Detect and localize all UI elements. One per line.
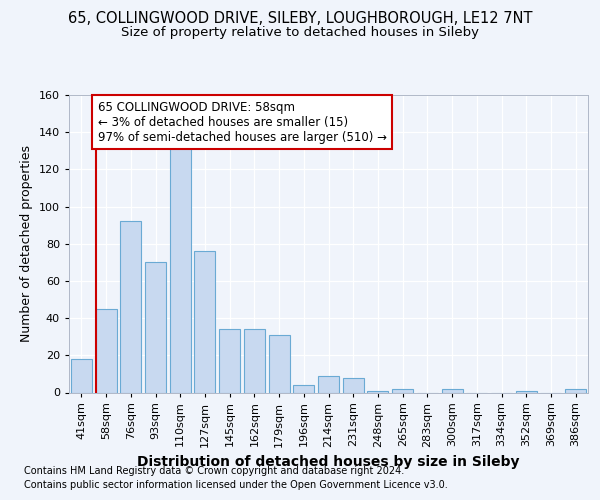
X-axis label: Distribution of detached houses by size in Sileby: Distribution of detached houses by size … (137, 455, 520, 469)
Bar (318, 376, 339, 392)
Bar (565, 389, 586, 392)
Bar (145, 262, 166, 392)
Bar (367, 390, 388, 392)
Bar (293, 385, 314, 392)
Bar (244, 330, 265, 392)
Bar (343, 378, 364, 392)
Text: Size of property relative to detached houses in Sileby: Size of property relative to detached ho… (121, 26, 479, 39)
Bar (194, 251, 215, 392)
Bar (219, 330, 240, 392)
Text: Contains HM Land Registry data © Crown copyright and database right 2024.: Contains HM Land Registry data © Crown c… (24, 466, 404, 476)
Bar (170, 145, 191, 392)
Bar (516, 390, 537, 392)
Bar (95, 309, 116, 392)
Bar (442, 389, 463, 392)
Bar (120, 222, 141, 392)
Y-axis label: Number of detached properties: Number of detached properties (20, 145, 33, 342)
Text: 65 COLLINGWOOD DRIVE: 58sqm
← 3% of detached houses are smaller (15)
97% of semi: 65 COLLINGWOOD DRIVE: 58sqm ← 3% of deta… (98, 100, 386, 144)
Text: 65, COLLINGWOOD DRIVE, SILEBY, LOUGHBOROUGH, LE12 7NT: 65, COLLINGWOOD DRIVE, SILEBY, LOUGHBORO… (68, 11, 532, 26)
Bar (269, 335, 290, 392)
Text: Contains public sector information licensed under the Open Government Licence v3: Contains public sector information licen… (24, 480, 448, 490)
Bar (392, 389, 413, 392)
Bar (71, 359, 92, 392)
